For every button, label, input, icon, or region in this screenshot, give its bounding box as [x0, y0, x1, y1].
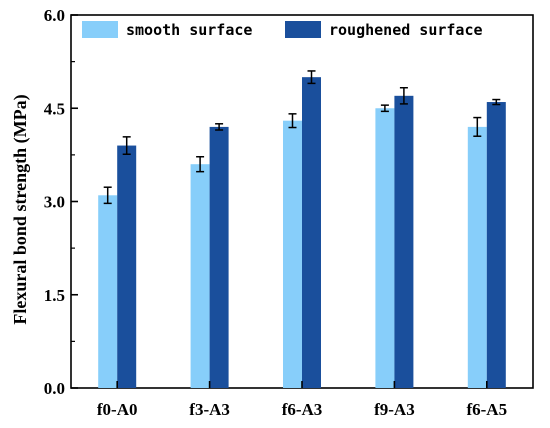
bar	[467, 126, 487, 389]
y-tick-label: 1.5	[44, 286, 65, 305]
bar	[283, 120, 302, 388]
x-tick-label: f6-A3	[282, 400, 323, 419]
bar	[209, 126, 229, 389]
y-tick-label: 4.5	[44, 99, 65, 118]
bars	[98, 77, 506, 389]
legend-swatch	[285, 21, 321, 38]
y-tick-label: 0.0	[44, 379, 65, 398]
error-bars	[103, 70, 501, 205]
x-tick-label: f6-A5	[466, 400, 507, 419]
y-tick-label: 3.0	[44, 193, 65, 212]
bar	[302, 77, 321, 389]
y-tick-label: 6.0	[44, 6, 65, 25]
x-tick-label: f9-A3	[374, 400, 415, 419]
bar	[486, 102, 506, 389]
bar	[190, 164, 210, 388]
legend: smooth surface roughened surface	[82, 21, 483, 39]
bar	[375, 108, 395, 388]
y-axis-title: Flexural bond strength (MPa)	[10, 94, 31, 324]
legend-label: smooth surface	[126, 21, 252, 39]
bar	[394, 95, 414, 389]
axes: 0.0 1.5 3.0 4.5 6.0 f0-A0 f3-A3 f6-A3 f9-A3 f6-A5	[44, 6, 507, 419]
legend-swatch	[82, 21, 118, 38]
x-tick-label: f3-A3	[189, 400, 230, 419]
bar	[98, 195, 118, 388]
bar	[117, 145, 137, 388]
legend-label: roughened surface	[329, 21, 483, 39]
x-tick-label: f0-A0	[97, 400, 138, 419]
